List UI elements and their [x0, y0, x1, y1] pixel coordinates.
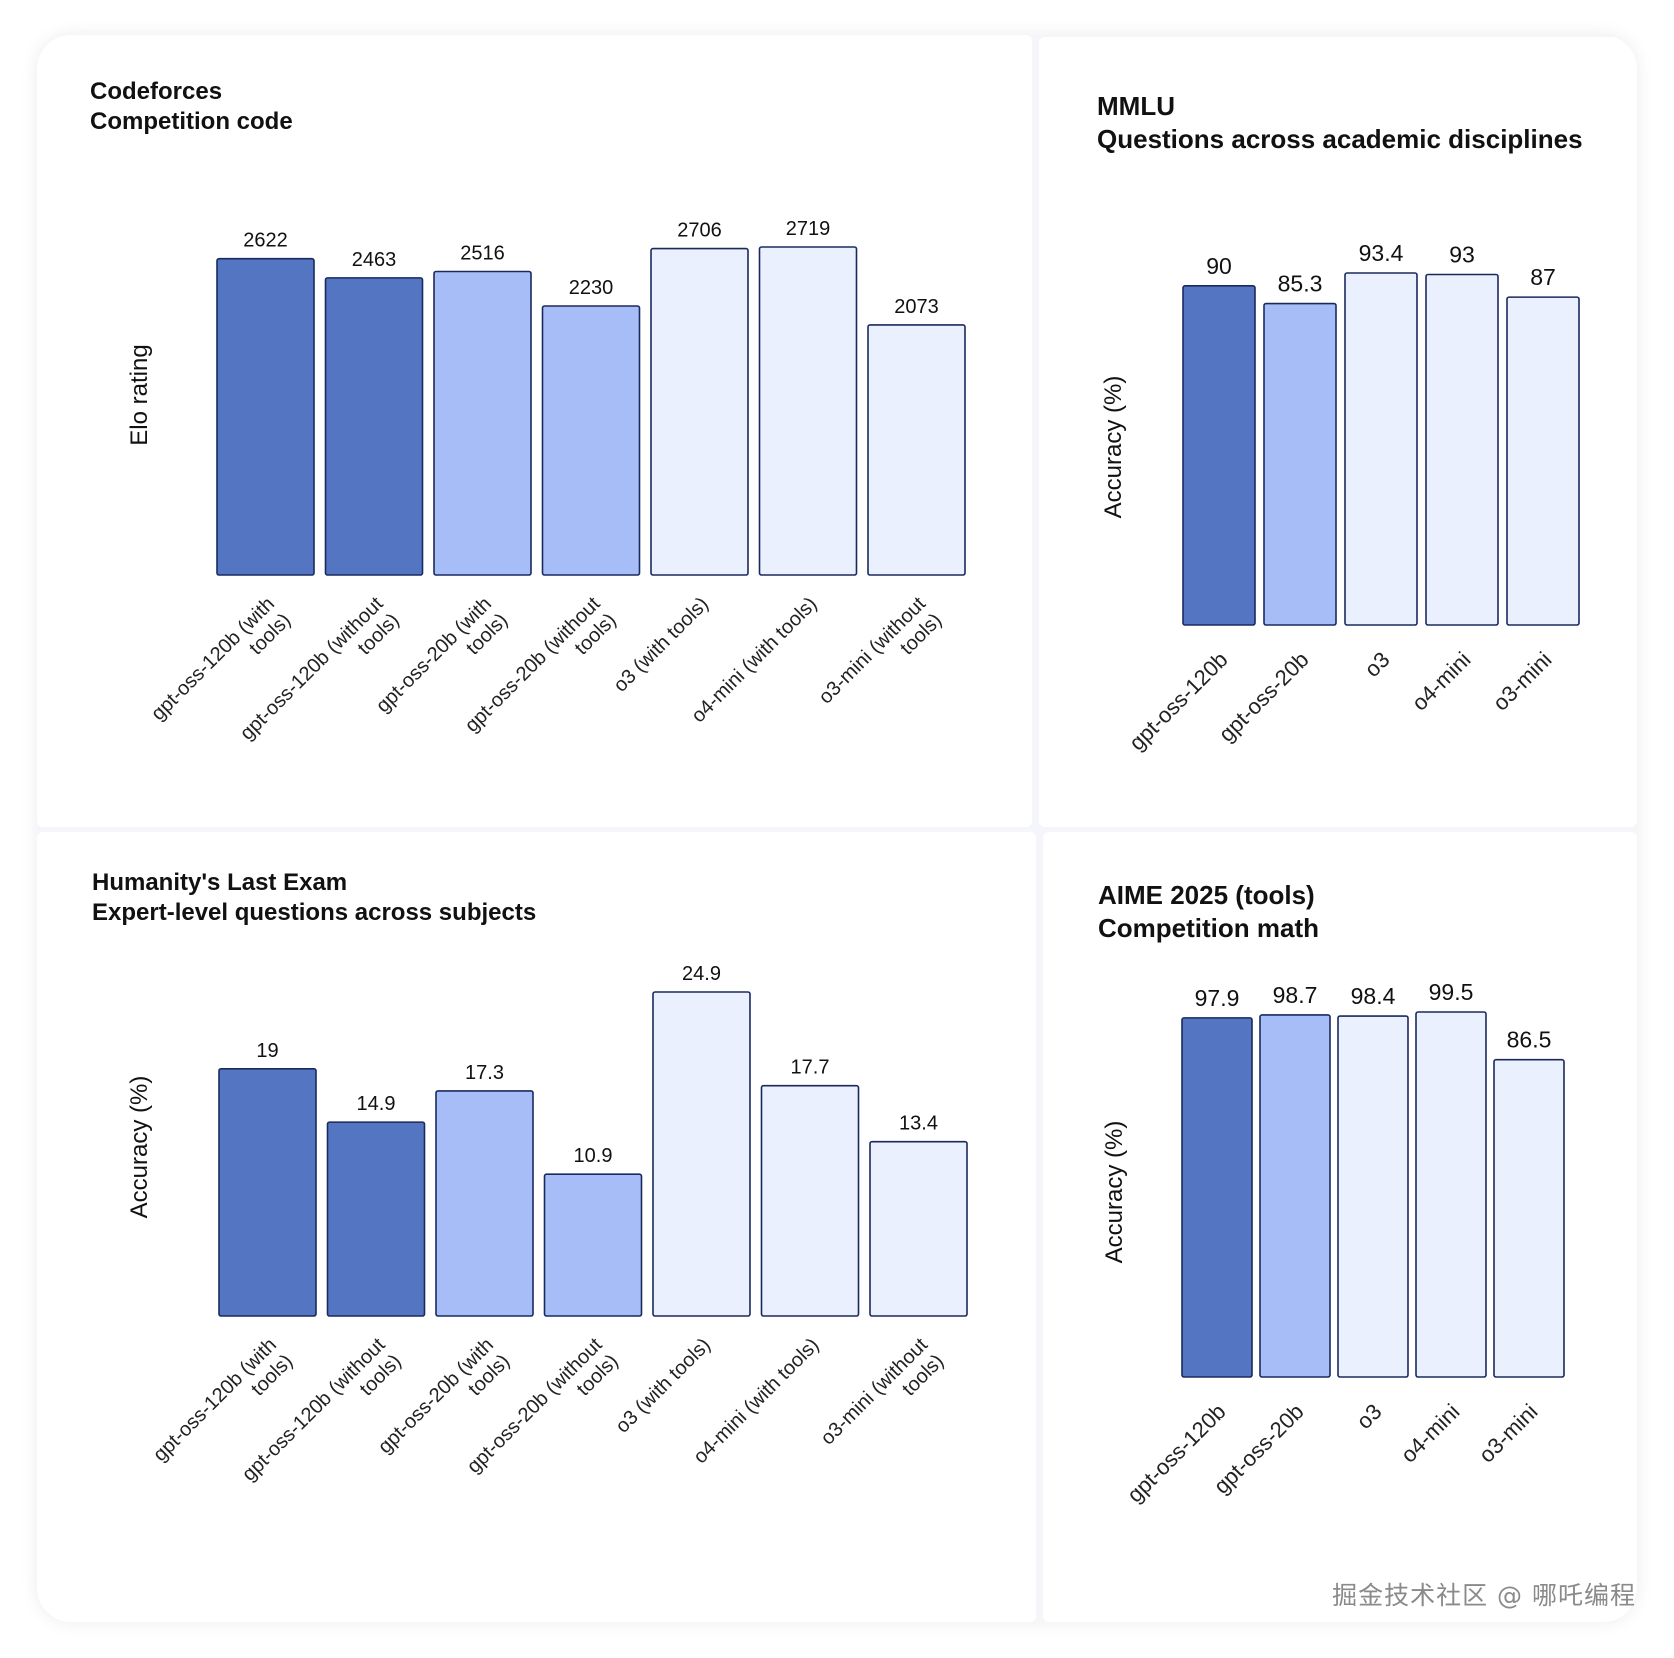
chart-subtitle: Questions across academic disciplines: [1097, 124, 1583, 154]
bar-value-label: 14.9: [357, 1093, 396, 1115]
x-tick-label: gpt-oss-120b: [1124, 647, 1232, 755]
bar: [758, 246, 858, 576]
bar: [1337, 1015, 1409, 1378]
bar-value-label: 2230: [569, 277, 614, 299]
bar-value-label: 2706: [677, 220, 722, 242]
chart-panel-codeforces: Codeforces Competition code Elo rating 26…: [37, 35, 1032, 827]
bar: [541, 305, 641, 576]
bar: [867, 324, 966, 576]
dashboard-frame: Codeforces Competition code Elo rating 26…: [37, 35, 1637, 1622]
bar-value-label: 2073: [894, 296, 939, 318]
bar-value-label: 93: [1449, 242, 1475, 268]
chart-title-main: AIME 2025 (tools): [1098, 880, 1315, 910]
bar: [1263, 302, 1337, 626]
bar-value-label: 2463: [352, 249, 397, 271]
bar-value-label: 17.3: [465, 1062, 504, 1084]
chart-title-main: Humanity's Last Exam: [92, 869, 348, 896]
x-tick-label: gpt-oss-120b: [1122, 1399, 1230, 1507]
chart-title-main: MMLU: [1097, 91, 1175, 121]
bar-value-label: 93.4: [1359, 240, 1404, 266]
y-axis-label: Accuracy (%): [1100, 376, 1127, 519]
bar-value-label: 97.9: [1195, 985, 1240, 1011]
bar-chart-mmlu: Accuracy (%)90gpt-oss-120b85.3gpt-oss-20…: [1100, 240, 1580, 755]
bar-value-label: 2622: [243, 230, 288, 252]
bar: [1259, 1014, 1331, 1378]
chart-panel-hle: Humanity's Last Exam Expert-level questi…: [37, 832, 1036, 1622]
bar: [869, 1140, 968, 1317]
bar: [1493, 1058, 1565, 1378]
bar-value-label: 98.7: [1273, 982, 1318, 1008]
x-tick-label: o3 (with tools): [611, 1334, 715, 1438]
bar: [326, 1121, 426, 1317]
chart-panel-mmlu: MMLU Questions across academic disciplin…: [1039, 37, 1637, 827]
bar: [1182, 285, 1256, 626]
bar: [216, 257, 315, 576]
x-tick-label: o3-mini (withouttools): [815, 593, 947, 725]
bar: [1506, 296, 1580, 626]
bar: [218, 1067, 317, 1317]
watermark: 掘金技术社区 @ 哪吒编程: [1332, 1581, 1636, 1610]
bar-value-label: 2516: [460, 242, 505, 264]
y-axis-label: Accuracy (%): [1101, 1121, 1128, 1264]
bar-value-label: 17.7: [791, 1057, 830, 1079]
bar: [433, 270, 532, 576]
bar: [1344, 272, 1418, 626]
bar: [760, 1084, 860, 1317]
bar-value-label: 13.4: [899, 1113, 938, 1135]
bar-value-label: 10.9: [574, 1145, 613, 1167]
x-tick-label: o3 (with tools): [609, 593, 713, 697]
x-tick-label: o3-mini (withouttools): [817, 1334, 949, 1466]
bar-value-label: 86.5: [1507, 1027, 1552, 1053]
bar: [652, 991, 751, 1317]
bar: [1415, 1011, 1487, 1378]
bar: [435, 1090, 534, 1317]
x-tick-label: o4-mini: [1396, 1399, 1465, 1468]
bar-value-label: 87: [1530, 264, 1556, 290]
bar: [1181, 1017, 1253, 1378]
chart-title-main: Codeforces: [90, 78, 223, 105]
chart-subtitle: Competition math: [1098, 913, 1319, 943]
x-tick-label: o4-mini: [1407, 647, 1476, 716]
bar-value-label: 2719: [786, 218, 831, 240]
y-axis-label: Accuracy (%): [126, 1076, 153, 1219]
chart-panel-aime: AIME 2025 (tools) Competition math Accur…: [1043, 832, 1637, 1622]
x-tick-label: o3: [1352, 1399, 1387, 1434]
bar: [543, 1173, 643, 1317]
bar: [1425, 273, 1499, 626]
bar-value-label: 85.3: [1278, 271, 1323, 297]
x-tick-label: o3-mini: [1488, 647, 1557, 716]
chart-subtitle: Expert-level questions across subjects: [92, 899, 537, 926]
bar-value-label: 99.5: [1429, 979, 1474, 1005]
bar-value-label: 90: [1206, 253, 1232, 279]
y-axis-label: Elo rating: [126, 344, 153, 445]
x-tick-label: o3: [1360, 647, 1395, 682]
bar-value-label: 19: [256, 1040, 278, 1062]
bar: [650, 247, 749, 576]
bar-value-label: 98.4: [1351, 983, 1396, 1009]
bar: [324, 277, 424, 576]
bar-value-label: 24.9: [682, 963, 721, 985]
bar-chart-aime: Accuracy (%)97.9gpt-oss-120b98.7gpt-oss-…: [1101, 979, 1565, 1507]
x-tick-label: o3-mini: [1474, 1399, 1543, 1468]
chart-subtitle: Competition code: [90, 108, 293, 135]
